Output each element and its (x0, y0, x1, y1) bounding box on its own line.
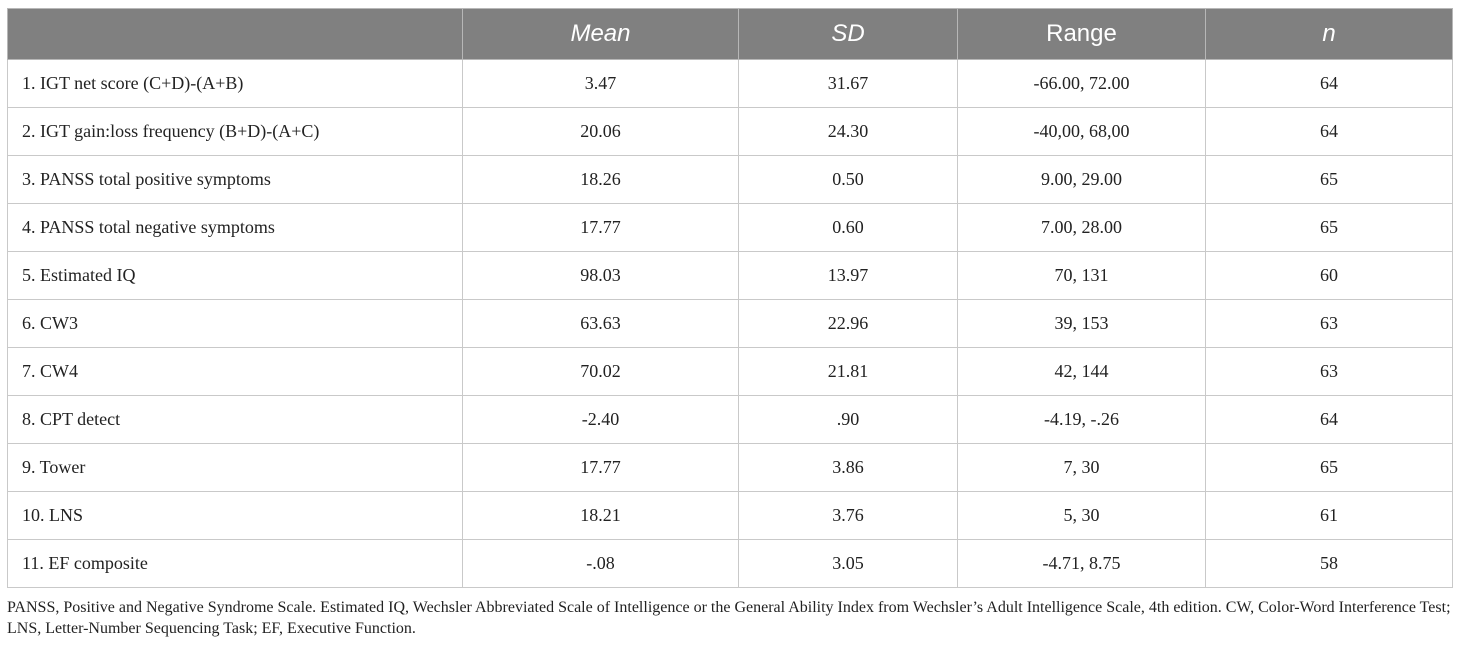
row-mean: 18.26 (462, 155, 739, 204)
row-label: 7. CW4 (7, 347, 463, 396)
header-sd: SD (738, 8, 958, 60)
row-label: 11. EF composite (7, 539, 463, 588)
row-sd: 24.30 (738, 107, 958, 156)
header-mean: Mean (462, 8, 739, 60)
row-sd: 13.97 (738, 251, 958, 300)
table-row: 4. PANSS total negative symptoms 17.77 0… (7, 203, 1453, 252)
row-n: 65 (1205, 155, 1453, 204)
descriptive-stats-table: Mean SD Range n 1. IGT net score (C+D)-(… (7, 8, 1453, 588)
table-row: 3. PANSS total positive symptoms 18.26 0… (7, 155, 1453, 204)
row-sd: 21.81 (738, 347, 958, 396)
row-label: 10. LNS (7, 491, 463, 540)
row-range: 7.00, 28.00 (957, 203, 1206, 252)
row-sd: 22.96 (738, 299, 958, 348)
table-row: 9. Tower 17.77 3.86 7, 30 65 (7, 443, 1453, 492)
header-label (7, 8, 463, 60)
table-body: 1. IGT net score (C+D)-(A+B) 3.47 31.67 … (7, 59, 1453, 588)
row-mean: 63.63 (462, 299, 739, 348)
row-range: 42, 144 (957, 347, 1206, 396)
row-range: 9.00, 29.00 (957, 155, 1206, 204)
row-mean: 3.47 (462, 59, 739, 108)
row-label: 8. CPT detect (7, 395, 463, 444)
row-n: 65 (1205, 203, 1453, 252)
row-n: 64 (1205, 395, 1453, 444)
table-row: 6. CW3 63.63 22.96 39, 153 63 (7, 299, 1453, 348)
row-n: 58 (1205, 539, 1453, 588)
row-sd: 3.86 (738, 443, 958, 492)
row-label: 9. Tower (7, 443, 463, 492)
row-n: 65 (1205, 443, 1453, 492)
row-label: 3. PANSS total positive symptoms (7, 155, 463, 204)
row-sd: .90 (738, 395, 958, 444)
table-row: 8. CPT detect -2.40 .90 -4.19, -.26 64 (7, 395, 1453, 444)
header-n: n (1205, 8, 1453, 60)
row-sd: 31.67 (738, 59, 958, 108)
row-range: 7, 30 (957, 443, 1206, 492)
row-mean: 20.06 (462, 107, 739, 156)
row-range: -4.19, -.26 (957, 395, 1206, 444)
table-row: 10. LNS 18.21 3.76 5, 30 61 (7, 491, 1453, 540)
table-row: 1. IGT net score (C+D)-(A+B) 3.47 31.67 … (7, 59, 1453, 108)
row-sd: 0.50 (738, 155, 958, 204)
row-n: 64 (1205, 107, 1453, 156)
row-n: 60 (1205, 251, 1453, 300)
table-row: 7. CW4 70.02 21.81 42, 144 63 (7, 347, 1453, 396)
header-row: Mean SD Range n (7, 8, 1453, 60)
row-mean: 18.21 (462, 491, 739, 540)
row-n: 63 (1205, 347, 1453, 396)
row-range: -40,00, 68,00 (957, 107, 1206, 156)
row-label: 6. CW3 (7, 299, 463, 348)
row-sd: 3.05 (738, 539, 958, 588)
row-range: 39, 153 (957, 299, 1206, 348)
row-range: 5, 30 (957, 491, 1206, 540)
row-mean: -2.40 (462, 395, 739, 444)
row-mean: 98.03 (462, 251, 739, 300)
table-footnote: PANSS, Positive and Negative Syndrome Sc… (7, 599, 1451, 637)
row-range: 70, 131 (957, 251, 1206, 300)
table-row: 11. EF composite -.08 3.05 -4.71, 8.75 5… (7, 539, 1453, 588)
row-n: 64 (1205, 59, 1453, 108)
row-label: 1. IGT net score (C+D)-(A+B) (7, 59, 463, 108)
row-label: 4. PANSS total negative symptoms (7, 203, 463, 252)
table-row: 5. Estimated IQ 98.03 13.97 70, 131 60 (7, 251, 1453, 300)
row-label: 2. IGT gain:loss frequency (B+D)-(A+C) (7, 107, 463, 156)
row-mean: -.08 (462, 539, 739, 588)
row-mean: 17.77 (462, 443, 739, 492)
row-n: 63 (1205, 299, 1453, 348)
row-range: -66.00, 72.00 (957, 59, 1206, 108)
row-mean: 17.77 (462, 203, 739, 252)
table-row: 2. IGT gain:loss frequency (B+D)-(A+C) 2… (7, 107, 1453, 156)
row-range: -4.71, 8.75 (957, 539, 1206, 588)
table-header: Mean SD Range n (7, 8, 1453, 60)
row-sd: 3.76 (738, 491, 958, 540)
header-range: Range (957, 8, 1206, 60)
row-n: 61 (1205, 491, 1453, 540)
row-label: 5. Estimated IQ (7, 251, 463, 300)
row-mean: 70.02 (462, 347, 739, 396)
row-sd: 0.60 (738, 203, 958, 252)
descriptive-stats-table-container: Mean SD Range n 1. IGT net score (C+D)-(… (7, 8, 1453, 588)
